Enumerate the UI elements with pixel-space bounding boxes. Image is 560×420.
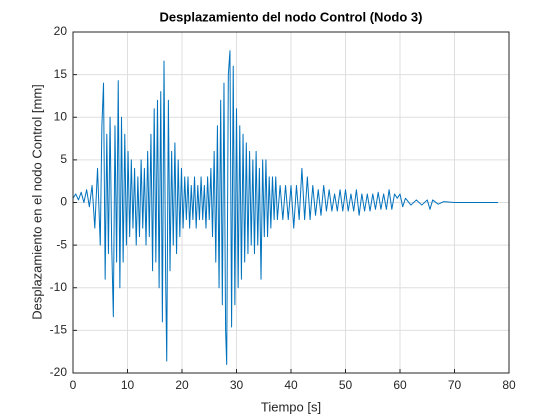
x-tick-label: 10: [121, 378, 135, 392]
x-tick-label: 70: [448, 378, 462, 392]
x-tick-label: 60: [393, 378, 407, 392]
y-tick-label: 0: [60, 195, 67, 209]
x-tick-label: 80: [502, 378, 516, 392]
data-line: [72, 50, 499, 365]
y-tick-label: -15: [50, 323, 68, 337]
y-axis-label: Desplazamiento en el nodo Control [mm]: [29, 84, 44, 320]
chart-title: Desplazamiento del nodo Control (Nodo 3): [160, 9, 423, 24]
y-tick-label: 5: [60, 152, 67, 166]
x-tick-label: 30: [230, 378, 244, 392]
y-tick-label: 20: [54, 24, 68, 38]
y-tick-label: 15: [54, 67, 68, 81]
y-tick-label: 10: [54, 109, 68, 123]
x-tick-label: 0: [70, 378, 77, 392]
y-tick-label: -10: [50, 280, 68, 294]
x-tick-label: 50: [339, 378, 353, 392]
plot-frame: [72, 31, 510, 374]
x-tick-label: 20: [175, 378, 189, 392]
x-tick-label: 40: [284, 378, 298, 392]
y-tick-label: -20: [50, 365, 68, 379]
y-tick-label: -5: [56, 237, 67, 251]
x-axis-label: Tiempo [s]: [261, 399, 321, 414]
